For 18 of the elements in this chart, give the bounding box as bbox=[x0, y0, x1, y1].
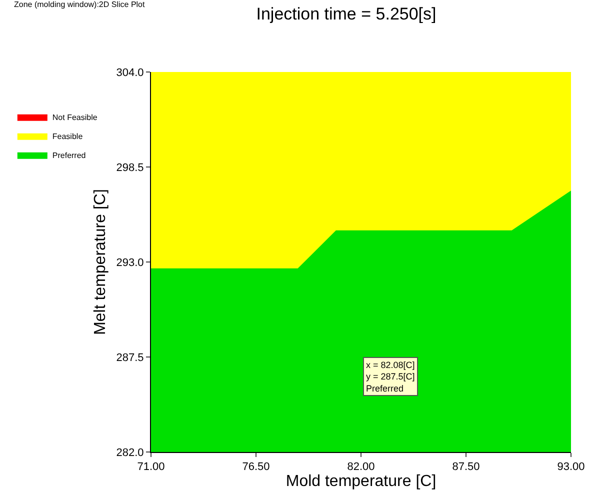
annotation: x = 82.08[C] y = 287.5[C] Preferred bbox=[366, 360, 415, 394]
x-axis-title: Mold temperature [C] bbox=[286, 473, 436, 490]
y-tick-label: 293.0 bbox=[116, 256, 144, 269]
x-tick-label: 76.50 bbox=[242, 461, 270, 474]
chart-title: Injection time = 5.250[s] bbox=[256, 4, 436, 24]
x-tick-label: 71.00 bbox=[137, 461, 165, 474]
y-tick-label: 298.5 bbox=[116, 162, 144, 174]
y-tick-label: 282.0 bbox=[116, 446, 144, 459]
y-tick-label: 287.5 bbox=[116, 352, 144, 364]
y-axis-title: Melt temperature [C] bbox=[92, 189, 110, 335]
x-tick-label: 87.50 bbox=[452, 461, 480, 474]
legend-label: Feasible bbox=[52, 132, 84, 142]
legend-label: Not Feasible bbox=[52, 113, 98, 122]
y-tick-label: 304.0 bbox=[116, 66, 144, 79]
legend-label: Preferred bbox=[52, 151, 86, 160]
x-tick-label: 82.00 bbox=[347, 461, 375, 474]
x-tick-label: 93.00 bbox=[557, 461, 585, 474]
text: Zone (molding window):2D Slice Plot bbox=[14, 0, 146, 9]
